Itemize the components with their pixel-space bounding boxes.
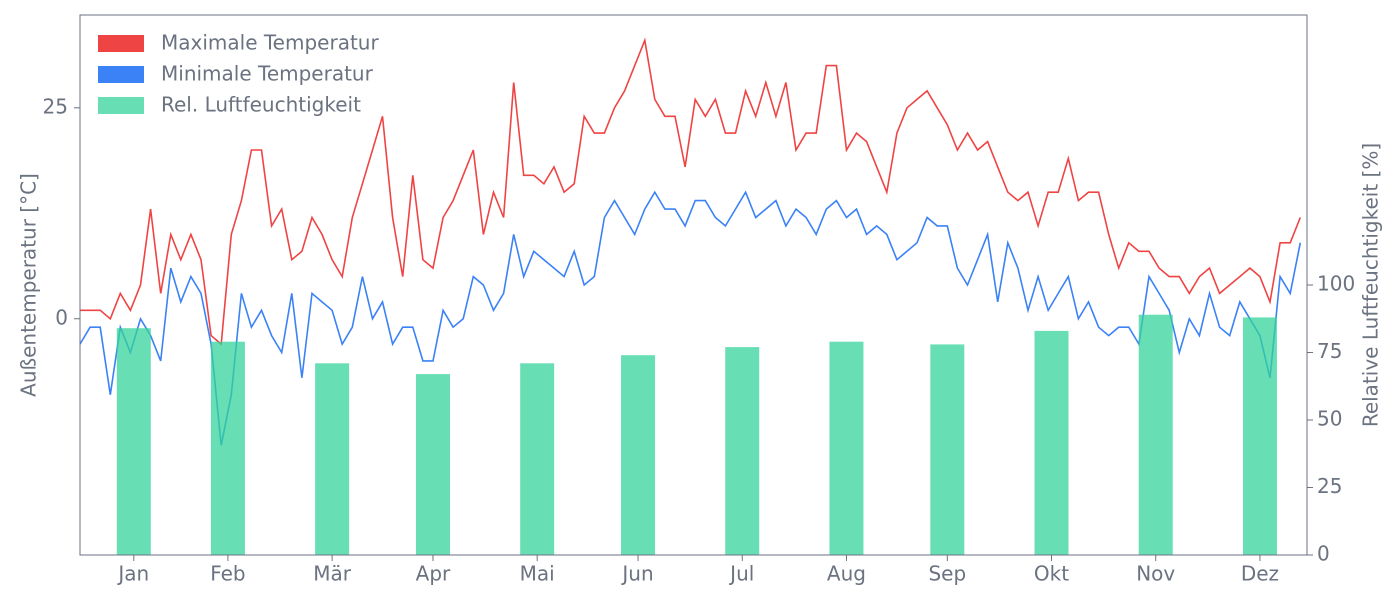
y2-tick-label: 50 [1317,407,1342,431]
humidity-bar [621,355,656,555]
x-tick-label: Nov [1136,562,1175,586]
y-axis-label: Außentemperatur [°C] [17,173,41,397]
x-tick-label: Jun [620,562,653,586]
humidity-bar [725,347,760,555]
y2-tick-label: 0 [1317,542,1330,566]
legend-swatch [98,35,144,52]
humidity-bar [829,341,864,555]
x-tick-label: Mai [520,562,555,586]
humidity-bar [520,363,555,555]
y-tick-label: 0 [55,305,68,329]
legend-label: Minimale Temperatur [161,62,374,86]
x-tick-label: Apr [416,562,451,586]
humidity-bar [1138,314,1173,555]
humidity-bar [315,363,350,555]
x-tick-label: Jan [116,562,149,586]
x-tick-label: Sep [928,562,966,586]
y2-tick-label: 25 [1317,474,1342,498]
temperature-line [80,37,1302,346]
humidity-bar [1034,330,1069,555]
x-tick-label: Mär [313,562,352,586]
x-tick-label: Okt [1034,562,1069,586]
legend-label: Maximale Temperatur [161,31,379,55]
x-tick-label: Aug [827,562,866,586]
y2-axis-label: Relative Luftfeuchtigkeit [%] [1359,143,1383,427]
plot-frame [79,14,1308,556]
x-tick-label: Jul [728,562,754,586]
legend-swatch [98,66,144,83]
humidity-bar [930,344,965,555]
legend-swatch [98,97,144,114]
y2-tick-label: 75 [1317,339,1342,363]
temperature-line [79,190,1302,446]
x-tick-label: Dez [1241,562,1279,586]
x-tick-label: Feb [210,562,245,586]
y-tick-label: 25 [43,94,68,118]
legend-label: Rel. Luftfeuchtigkeit [161,93,361,117]
y2-tick-label: 100 [1317,272,1355,296]
humidity-bar [1242,317,1277,555]
humidity-bar [116,328,151,555]
humidity-bar [415,374,450,555]
humidity-bar [210,341,245,555]
